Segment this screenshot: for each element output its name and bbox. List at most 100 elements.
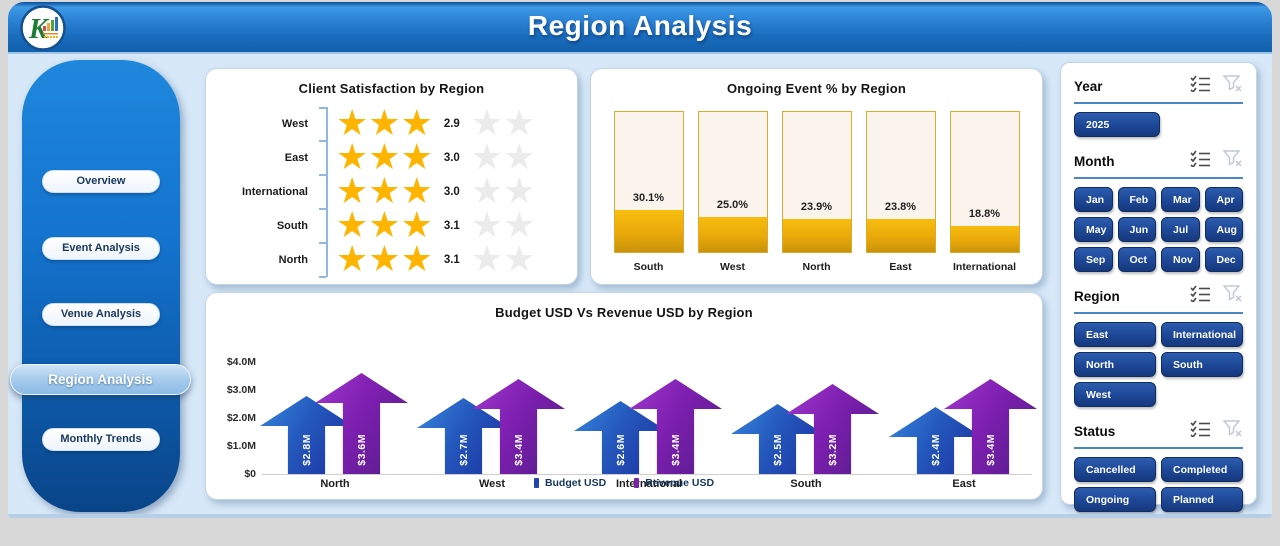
filter-button-ongoing[interactable]: Ongoing [1074, 487, 1156, 512]
star-rating: ★ ★ ★ 3.1 ★ ★ [336, 239, 535, 280]
legend-marker-icon [533, 478, 539, 488]
star-icon: ★ [470, 103, 504, 144]
y-axis-tick-label: $3.0M [226, 384, 256, 396]
budget-revenue-chart-card: Budget USD Vs Revenue USD by Region $0 $1… [205, 292, 1043, 500]
category-label: North [802, 261, 831, 273]
multi-select-icon[interactable] [1190, 150, 1211, 172]
filter-button-mar[interactable]: Mar [1161, 187, 1200, 212]
filter-button-south[interactable]: South [1161, 352, 1243, 377]
rating-value: 3.0 [443, 152, 460, 164]
filter-button-jul[interactable]: Jul [1161, 217, 1200, 242]
bar-fill [950, 225, 1019, 252]
filter-section-year: Year 2025 [1074, 75, 1243, 137]
bar-column: 18.8% International [949, 111, 1020, 273]
star-rating: ★ ★ ★ 3.0 ★ ★ [336, 140, 535, 176]
filter-button-completed[interactable]: Completed [1161, 457, 1243, 482]
dashboard: Region Analysis K Overview Event Analysis… [8, 2, 1272, 518]
bar-value-label: $3.4M [512, 434, 525, 466]
satisfaction-chart-card: Client Satisfaction by Region West ★ ★ ★ 2.9… [205, 68, 578, 285]
star-rating: ★ ★ ★ 3.0 ★ ★ [336, 171, 535, 212]
filter-section-month: Month Jan Feb Mar Apr May Jun Jul Aug Sep Oct Nov De… [1074, 150, 1243, 272]
filter-button-north[interactable]: North [1074, 352, 1156, 377]
bar-value-label: $2.6M [614, 434, 627, 466]
filter-button-jun[interactable]: Jun [1117, 217, 1156, 242]
bar-value-label: $3.2M [826, 434, 839, 466]
filter-options-grid: East International North South West [1074, 322, 1243, 407]
star-rating: ★ ★ ★ 3.1 ★ ★ [336, 208, 535, 244]
bar-track: 23.8% [865, 111, 936, 253]
filter-button-dec[interactable]: Dec [1204, 247, 1243, 272]
star-icon: ★ [368, 171, 401, 212]
satisfaction-row: North ★ ★ ★ 3.1 ★ ★ [218, 239, 571, 280]
filter-section-label: Region [1074, 288, 1120, 304]
filter-section-header: Status [1074, 420, 1243, 449]
filter-section-status: Status Cancelled Completed Ongoing Planned [1074, 420, 1243, 512]
filter-button-may[interactable]: May [1074, 217, 1113, 242]
arrow-bar-group: $2.8M $3.6M [260, 321, 410, 491]
title-bar: Region Analysis K [8, 2, 1272, 54]
bar-value-label: 18.8% [968, 207, 1001, 220]
filter-button-feb[interactable]: Feb [1117, 187, 1156, 212]
satisfaction-row: East ★ ★ ★ 3.0 ★ ★ [218, 140, 571, 176]
category-label: International [952, 261, 1016, 273]
star-icon: ★ [336, 239, 369, 280]
x-axis-line [262, 474, 1032, 475]
bar-value-label: 25.0% [716, 199, 749, 211]
filter-button-aug[interactable]: Aug [1204, 217, 1243, 242]
sidebar-item-venue-analysis[interactable]: Venue Analysis [42, 303, 160, 326]
bar-track: 25.0% [697, 111, 768, 253]
star-icon: ★ [368, 103, 401, 144]
filter-button-east[interactable]: East [1074, 322, 1156, 347]
filter-button-apr[interactable]: Apr [1204, 187, 1243, 212]
filter-section-region: Region East International North South West [1074, 285, 1243, 407]
y-axis-tick-label: $1.0M [226, 440, 256, 452]
sidebar-item-event-analysis[interactable]: Event Analysis [42, 237, 160, 260]
filter-section-header: Year [1074, 75, 1243, 104]
multi-select-icon[interactable] [1190, 285, 1211, 307]
legend-item: Budget USD [533, 477, 606, 489]
category-label: West [281, 118, 308, 130]
budget-arrow-bar: $2.6M [574, 401, 667, 474]
chart-legend: Budget USD Revenue USD [206, 477, 1042, 489]
budget-arrow-bar: $2.7M [417, 398, 510, 474]
rating-value: 3.1 [443, 254, 460, 266]
sidebar-item-monthly-trends[interactable]: Monthly Trends [42, 428, 160, 451]
clear-filter-icon[interactable] [1222, 285, 1243, 307]
filter-button-oct[interactable]: Oct [1117, 247, 1156, 272]
filter-button-sep[interactable]: Sep [1074, 247, 1113, 272]
budget-arrow-bar: $2.8M [260, 396, 353, 474]
sidebar-item-overview[interactable]: Overview [42, 170, 160, 193]
bar-value-label: $2.5M [771, 434, 784, 466]
axis-tick [319, 107, 326, 109]
arrow-bar-group: $2.5M $3.2M [731, 321, 881, 491]
multi-select-icon[interactable] [1190, 420, 1211, 442]
filter-panel: Year 2025 Month Jan Feb Mar Apr May Jun Jul Aug Sep… [1060, 62, 1257, 512]
arrow-bar-group: $2.6M $3.4M [574, 321, 724, 491]
filter-button-cancelled[interactable]: Cancelled [1074, 457, 1156, 482]
clear-filter-icon[interactable] [1222, 420, 1243, 442]
legend-marker-icon [634, 478, 640, 488]
bar-fill [698, 217, 767, 252]
filter-button-jan[interactable]: Jan [1074, 187, 1113, 212]
filter-button-2025[interactable]: 2025 [1074, 112, 1160, 137]
bar-column: 23.8% East [865, 111, 936, 273]
clear-filter-icon[interactable] [1222, 75, 1243, 97]
sidebar-item-region-analysis[interactable]: Region Analysis [10, 364, 191, 395]
filter-button-west[interactable]: West [1074, 382, 1156, 407]
filter-button-planned[interactable]: Planned [1161, 487, 1243, 512]
category-label: North [320, 478, 350, 490]
multi-select-icon[interactable] [1190, 75, 1211, 97]
clear-filter-icon[interactable] [1222, 150, 1243, 172]
filter-options-grid: 2025 [1074, 112, 1243, 137]
page-title: Region Analysis [527, 10, 753, 41]
svg-text:K: K [28, 14, 50, 45]
category-label: West [478, 478, 506, 490]
star-icon: ★ [503, 103, 536, 144]
satisfaction-row: South ★ ★ ★ 3.1 ★ ★ [218, 208, 571, 244]
filter-button-nov[interactable]: Nov [1161, 247, 1200, 272]
company-logo-icon: K [20, 5, 66, 51]
star-rating: ★ ★ ★ 2.9 ★ ★ [336, 103, 536, 144]
star-icon: ★ [400, 171, 433, 212]
filter-button-international[interactable]: International [1161, 322, 1243, 347]
budget-revenue-chart: $0 $1.0M $2.0M $3.0M $4.0M $2.8M $3.6M North $2.… [206, 321, 1042, 491]
